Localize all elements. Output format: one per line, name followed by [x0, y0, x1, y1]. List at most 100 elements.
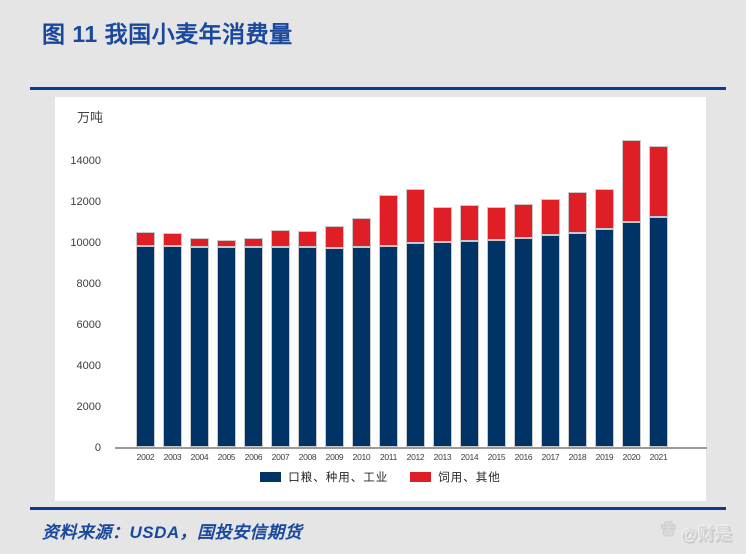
bar-group	[402, 97, 429, 447]
y-tick-label: 8000	[76, 277, 101, 290]
x-tick-label: 2012	[406, 452, 425, 462]
bar-segment-feed-other	[271, 229, 290, 247]
x-tick-label: 2002	[136, 452, 155, 462]
bar-segment-food-seed-industry	[433, 242, 452, 447]
bar-group	[537, 97, 564, 447]
bar-segment-food-seed-industry	[541, 235, 560, 447]
bar-segment-food-seed-industry	[622, 222, 641, 447]
bar-segment-feed-other	[514, 203, 533, 238]
bar-segment-feed-other	[568, 191, 587, 233]
bar-segment-feed-other	[244, 237, 263, 248]
bars	[132, 97, 672, 447]
bar-segment-feed-other	[136, 232, 155, 246]
bar-segment-food-seed-industry	[244, 247, 263, 447]
watermark-text: @财是	[681, 524, 732, 544]
bar-segment-food-seed-industry	[649, 217, 668, 447]
bar-segment-feed-other	[190, 237, 209, 248]
bar-segment-feed-other	[325, 226, 344, 248]
y-tick-label: 0	[94, 441, 101, 454]
x-tick-label: 2016	[514, 452, 533, 462]
y-tick-label: 10000	[70, 236, 101, 249]
bar-segment-feed-other	[622, 140, 641, 223]
legend-label: 口粮、种用、工业	[288, 472, 389, 484]
x-tick-label: 2007	[271, 452, 290, 462]
x-tick-label: 2020	[622, 452, 641, 462]
bar-segment-food-seed-industry	[352, 246, 371, 447]
x-tick-label: 2009	[325, 452, 344, 462]
x-tick-label: 2006	[244, 452, 263, 462]
bar-segment-food-seed-industry	[325, 247, 344, 447]
bar-segment-food-seed-industry	[298, 247, 317, 447]
bar-group	[429, 97, 456, 447]
bar-segment-food-seed-industry	[460, 240, 479, 447]
chart-card: 万吨 0 2000 4000 6000 8000 10000 12000 14000 2002…	[55, 97, 707, 501]
bar-segment-food-seed-industry	[271, 246, 290, 447]
bar-segment-feed-other	[649, 146, 668, 217]
x-tick-label: 2017	[541, 452, 560, 462]
x-tick-label: 2013	[433, 452, 452, 462]
bar-group	[267, 97, 294, 447]
bar-group	[618, 97, 645, 447]
bar-segment-feed-other	[352, 218, 371, 247]
y-tick-label: 4000	[76, 359, 101, 372]
x-axis-labels: 2002 2003 2004 2005 2006 2007 2008 2009 2010 2011…	[132, 452, 672, 462]
bar-segment-food-seed-industry	[514, 237, 533, 447]
bar-segment-feed-other	[163, 233, 182, 247]
bar-group	[321, 97, 348, 447]
bottom-divider	[30, 507, 726, 510]
legend: 口粮、种用、工业 饲用、其他	[55, 469, 706, 485]
y-tick-label: 6000	[76, 318, 101, 331]
bar-segment-food-seed-industry	[190, 247, 209, 447]
y-tick-label: 2000	[76, 400, 101, 413]
bar-segment-food-seed-industry	[595, 229, 614, 447]
x-tick-label: 2004	[190, 452, 209, 462]
x-tick-label: 2011	[379, 452, 398, 462]
bar-segment-feed-other	[595, 188, 614, 230]
bar-group	[510, 97, 537, 447]
bar-segment-food-seed-industry	[487, 239, 506, 447]
x-tick-label: 2003	[163, 452, 182, 462]
bar-segment-feed-other	[487, 206, 506, 240]
bar-segment-food-seed-industry	[406, 243, 425, 447]
legend-item: 饲用、其他	[410, 469, 501, 485]
bar-group	[456, 97, 483, 447]
x-tick-label: 2010	[352, 452, 371, 462]
chart-title: 图 11 我国小麦年消费量	[42, 21, 293, 47]
unit-label: 万吨	[77, 110, 104, 125]
bar-segment-feed-other	[298, 231, 317, 248]
legend-swatch	[410, 472, 432, 482]
legend-swatch	[260, 472, 282, 482]
y-axis: 0 2000 4000 6000 8000 10000 12000 14000	[55, 97, 101, 453]
watermark: @财是	[658, 519, 732, 545]
top-divider	[30, 87, 726, 90]
x-tick-label: 2008	[298, 452, 317, 462]
bar-segment-feed-other	[406, 189, 425, 244]
x-tick-label: 2005	[217, 452, 236, 462]
paw-icon	[658, 519, 679, 545]
bar-group	[186, 97, 213, 447]
legend-item: 口粮、种用、工业	[260, 469, 388, 485]
x-tick-label: 2015	[487, 452, 506, 462]
bar-group	[213, 97, 240, 447]
bar-group	[159, 97, 186, 447]
bar-segment-feed-other	[541, 199, 560, 236]
bar-group	[240, 97, 267, 447]
bar-group	[375, 97, 402, 447]
bar-group	[483, 97, 510, 447]
bar-group	[132, 97, 159, 447]
bar-segment-feed-other	[460, 205, 479, 241]
bar-group	[645, 97, 672, 447]
bar-group	[294, 97, 321, 447]
legend-label: 饲用、其他	[438, 472, 501, 484]
bar-segment-food-seed-industry	[136, 245, 155, 447]
bar-group	[591, 97, 618, 447]
bar-group	[564, 97, 591, 447]
bar-segment-food-seed-industry	[163, 246, 182, 447]
x-tick-label: 2018	[568, 452, 587, 462]
x-tick-label: 2014	[460, 452, 479, 462]
x-tick-label: 2019	[595, 452, 614, 462]
bar-segment-feed-other	[217, 239, 236, 248]
x-tick-label: 2021	[649, 452, 668, 462]
x-axis-line	[115, 447, 707, 449]
